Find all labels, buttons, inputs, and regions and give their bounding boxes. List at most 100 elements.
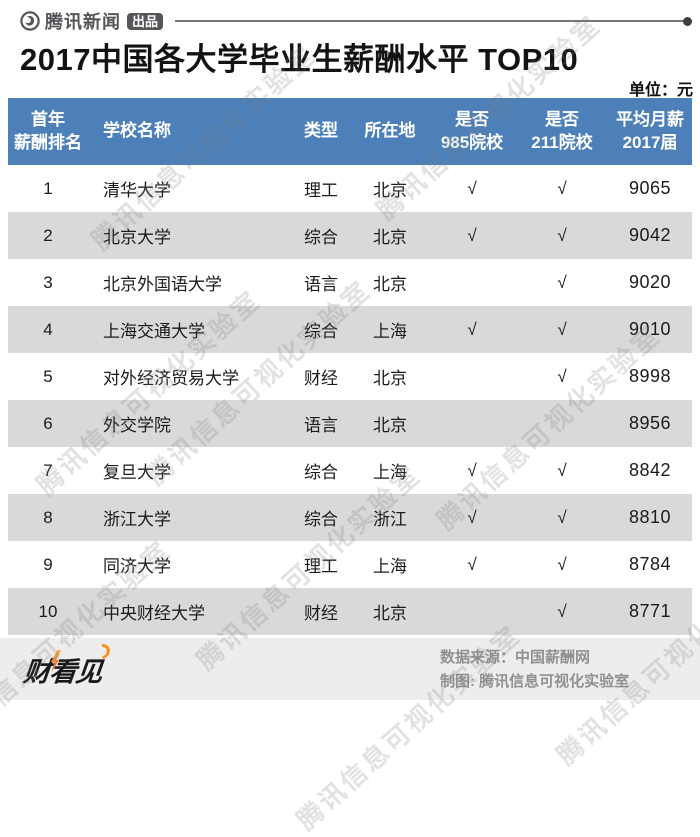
brand-name: 腾讯新闻	[45, 12, 121, 32]
cell-211-checkmark: √	[557, 460, 567, 480]
cell-salary: 8998	[628, 366, 672, 386]
cell-985-checkmark: √	[467, 178, 477, 198]
cell-salary: 9065	[628, 178, 672, 198]
cell-salary: 9020	[628, 272, 672, 292]
cell-type: 语言	[304, 275, 338, 294]
cell-type: 财经	[304, 604, 338, 623]
table-body: 1 清华大学 理工 北京 √ √ 9065 2 北京大学 综合 北京 √ √ 9…	[8, 165, 692, 635]
cell-985-checkmark: √	[467, 507, 477, 527]
cell-type: 财经	[304, 369, 338, 388]
cell-salary: 8784	[628, 554, 672, 574]
cell-rank: 5	[43, 366, 53, 386]
page-title: 2017中国各大学毕业生薪酬水平 TOP10	[20, 42, 579, 77]
cell-school: 清华大学	[103, 181, 171, 200]
cell-type: 综合	[304, 228, 338, 247]
cell-school: 中央财经大学	[103, 604, 205, 623]
cell-985-checkmark: √	[467, 225, 477, 245]
cell-salary: 8956	[628, 413, 672, 433]
unit-label: 单位：元	[628, 82, 693, 99]
table-row: 5 对外经济贸易大学 财经 北京 √ 8998	[8, 353, 692, 400]
divider-line	[175, 16, 692, 26]
table-row: 9 同济大学 理工 上海 √ √ 8784	[8, 541, 692, 588]
column-header-985: 是否 985院校	[440, 109, 504, 152]
cell-211-checkmark: √	[557, 601, 567, 621]
cell-school: 北京大学	[103, 228, 171, 247]
cell-type: 理工	[304, 557, 338, 576]
cell-rank: 7	[43, 460, 53, 480]
cell-rank: 6	[43, 413, 53, 433]
line-end-dot	[683, 16, 692, 26]
cell-salary: 8810	[628, 507, 672, 527]
caikanjian-logo: 财看见	[22, 641, 114, 689]
cell-211-checkmark: √	[557, 554, 567, 574]
cell-211-checkmark: √	[557, 272, 567, 292]
table-row: 2 北京大学 综合 北京 √ √ 9042	[8, 212, 692, 259]
cell-location: 浙江	[373, 510, 407, 529]
cell-school: 同济大学	[103, 557, 171, 576]
cell-location: 上海	[373, 557, 407, 576]
cell-rank: 8	[43, 507, 53, 527]
cell-location: 上海	[373, 463, 407, 482]
cell-location: 北京	[373, 228, 407, 247]
cell-rank: 9	[43, 554, 53, 574]
table-row: 1 清华大学 理工 北京 √ √ 9065	[8, 165, 692, 212]
cell-985-checkmark: √	[467, 554, 477, 574]
cell-rank: 2	[43, 225, 53, 245]
cell-location: 上海	[373, 322, 407, 341]
brand-badge: 出品	[127, 12, 164, 30]
cell-location: 北京	[373, 416, 407, 435]
table-row: 10 中央财经大学 财经 北京 √ 8771	[8, 588, 692, 635]
table-row: 8 浙江大学 综合 浙江 √ √ 8810	[8, 494, 692, 541]
cell-rank: 1	[43, 178, 53, 198]
cell-school: 浙江大学	[103, 510, 171, 529]
cell-type: 理工	[304, 181, 338, 200]
cell-school: 上海交通大学	[103, 322, 205, 341]
table-row: 3 北京外国语大学 语言 北京 √ 9020	[8, 259, 692, 306]
column-header-rank: 首年 薪酬排名	[14, 109, 82, 152]
cell-type: 语言	[304, 416, 338, 435]
credits: 数据来源：中国薪酬网 制图: 腾讯信息可视化实验室	[440, 646, 629, 694]
page-header: 腾讯新闻 出品 2017中国各大学毕业生薪酬水平 TOP10 单位：元	[0, 0, 700, 99]
column-header-211: 是否 211院校	[531, 109, 593, 152]
cell-salary: 9042	[628, 225, 672, 245]
page-footer: 财看见 数据来源：中国薪酬网 制图: 腾讯信息可视化实验室	[0, 638, 700, 700]
cell-salary: 8842	[628, 460, 672, 480]
cell-rank: 10	[38, 601, 58, 621]
cell-salary: 8771	[628, 601, 672, 621]
cell-211-checkmark: √	[557, 366, 567, 386]
cell-type: 综合	[304, 463, 338, 482]
table-row: 4 上海交通大学 综合 上海 √ √ 9010	[8, 306, 692, 353]
cell-location: 北京	[373, 604, 407, 623]
brand-row: 腾讯新闻 出品	[20, 10, 692, 32]
column-header-location: 所在地	[364, 121, 416, 141]
column-header-salary: 平均月薪 2017届	[616, 109, 684, 152]
cell-211-checkmark: √	[557, 319, 567, 339]
cell-salary: 9010	[628, 319, 672, 339]
data-source: 数据来源：中国薪酬网	[440, 649, 591, 666]
cell-location: 北京	[373, 181, 407, 200]
cell-211-checkmark: √	[557, 178, 567, 198]
cell-location: 北京	[373, 275, 407, 294]
column-header-school: 学校名称	[103, 121, 171, 141]
table-row: 7 复旦大学 综合 上海 √ √ 8842	[8, 447, 692, 494]
cell-type: 综合	[304, 322, 338, 341]
cell-type: 综合	[304, 510, 338, 529]
cell-school: 对外经济贸易大学	[103, 369, 239, 388]
tencent-news-icon	[20, 11, 40, 31]
caikanjian-logo-text: 财看见	[22, 657, 104, 687]
cell-location: 北京	[373, 369, 407, 388]
cell-211-checkmark: √	[557, 225, 567, 245]
cell-school: 外交学院	[103, 416, 171, 435]
chart-credit: 制图: 腾讯信息可视化实验室	[440, 673, 630, 690]
column-header-type: 类型	[304, 121, 338, 141]
salary-table: 首年 薪酬排名 学校名称 类型 所在地 是否 985院校 是否 211院校 平均…	[8, 98, 692, 635]
cell-rank: 3	[43, 272, 53, 292]
cell-school: 复旦大学	[103, 463, 171, 482]
cell-rank: 4	[43, 319, 53, 339]
cell-985-checkmark: √	[467, 319, 477, 339]
table-header-row: 首年 薪酬排名 学校名称 类型 所在地 是否 985院校 是否 211院校 平均…	[8, 98, 692, 165]
cell-school: 北京外国语大学	[103, 275, 222, 294]
cell-985-checkmark: √	[467, 460, 477, 480]
cell-211-checkmark: √	[557, 507, 567, 527]
table-row: 6 外交学院 语言 北京 8956	[8, 400, 692, 447]
